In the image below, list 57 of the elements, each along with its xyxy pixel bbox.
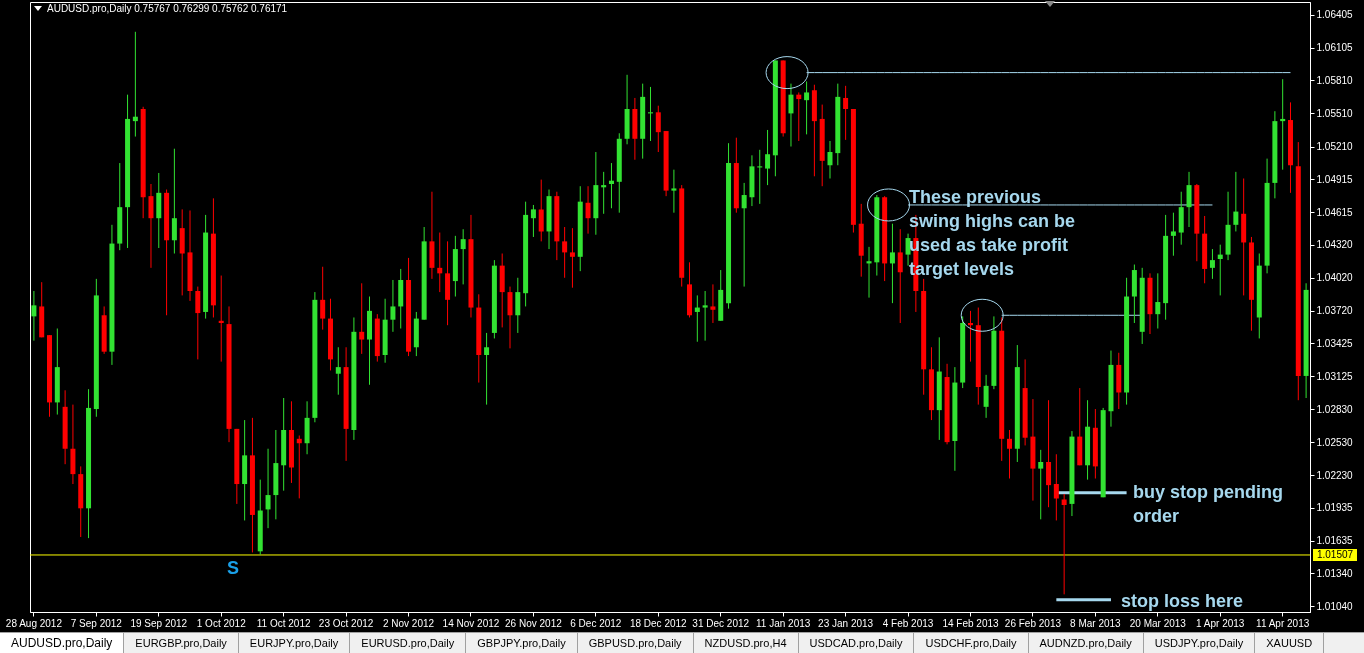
- y-tick-label: 1.03125: [1316, 370, 1354, 382]
- y-tick-label: 1.06405: [1316, 9, 1354, 21]
- x-tick-label: 1 Oct 2012: [196, 617, 247, 629]
- x-tick-label: 11 Apr 2013: [1256, 617, 1310, 629]
- y-tick-label: 1.03425: [1316, 337, 1354, 349]
- y-tick-label: 1.01635: [1316, 535, 1354, 547]
- text: AUDNZD.pro,Daily: [1028, 633, 1144, 653]
- text: EURJPY.pro,Daily: [238, 633, 351, 653]
- x-tick-label: 26 Feb 2013: [1004, 617, 1062, 629]
- y-tick-label: 1.02230: [1316, 469, 1354, 481]
- chart-title: AUDUSD.pro,Daily 0.75767 0.76299 0.75762 0.76171: [47, 3, 288, 14]
- y-tick-label: 1.04615: [1316, 206, 1354, 218]
- x-tick-label: 8 Mar 2013: [1070, 617, 1122, 629]
- y-tick-label: 1.04320: [1316, 239, 1354, 251]
- text: USDCAD.pro,Daily: [798, 633, 915, 653]
- text: GBPJPY.pro,Daily: [466, 633, 578, 653]
- text: NZDUSD.pro,H4: [693, 633, 799, 653]
- x-tick-label: 14 Nov 2012: [442, 617, 500, 629]
- y-tick-label: 1.01040: [1316, 600, 1354, 612]
- text: EURUSD.pro,Daily: [350, 633, 467, 653]
- text: AUDUSD.pro,Daily: [0, 633, 125, 653]
- y-tick-label: 1.04915: [1316, 173, 1354, 185]
- ref-line-label: 1.01507: [1316, 548, 1354, 560]
- x-tick-label: 4 Feb 2013: [882, 617, 934, 629]
- annotation: buy stop pending order: [1133, 481, 1284, 528]
- x-tick-label: 11 Oct 2012: [256, 617, 311, 629]
- x-tick-label: 31 Dec 2012: [692, 617, 750, 629]
- text: USDCHF.pro,Daily: [914, 633, 1029, 653]
- x-tick-label: 23 Jan 2013: [818, 617, 874, 629]
- annotation: S: [227, 557, 240, 580]
- x-tick-label: 6 Dec 2012: [570, 617, 622, 629]
- annotation: stop loss here: [1121, 590, 1244, 613]
- y-tick-label: 1.05210: [1316, 141, 1354, 152]
- x-tick-label: 26 Nov 2012: [505, 617, 563, 629]
- y-tick-label: 1.01340: [1316, 567, 1354, 579]
- x-tick-label: 28 Aug 2012: [5, 617, 63, 629]
- x-tick-label: 20 Mar 2013: [1129, 617, 1187, 629]
- x-tick-label: 23 Oct 2012: [318, 617, 374, 629]
- x-tick-label: 7 Sep 2012: [70, 617, 123, 629]
- x-tick-label: 14 Feb 2013: [942, 617, 999, 629]
- x-tick-label: 2 Nov 2012: [382, 617, 435, 629]
- y-tick-label: 1.01935: [1316, 502, 1354, 514]
- text: GBPUSD.pro,Daily: [577, 633, 694, 653]
- y-tick-label: 1.05810: [1316, 74, 1354, 86]
- x-tick-label: 1 Apr 2013: [1196, 617, 1245, 629]
- text: USDJPY.pro,Daily: [1143, 633, 1256, 653]
- x-tick-label: 19 Sep 2012: [130, 617, 188, 629]
- text: XAUUSD: [1255, 633, 1325, 653]
- y-tick-label: 1.02530: [1316, 436, 1354, 448]
- text: EURGBP.pro,Daily: [124, 633, 239, 653]
- y-tick-label: 1.05510: [1316, 107, 1354, 119]
- y-tick-label: 1.04020: [1316, 272, 1354, 284]
- x-tick-label: 11 Jan 2013: [756, 617, 811, 629]
- y-tick-label: 1.03720: [1316, 305, 1354, 317]
- x-tick-label: 18 Dec 2012: [629, 617, 688, 629]
- y-tick-label: 1.02830: [1316, 403, 1354, 415]
- y-tick-label: 1.06105: [1316, 42, 1354, 54]
